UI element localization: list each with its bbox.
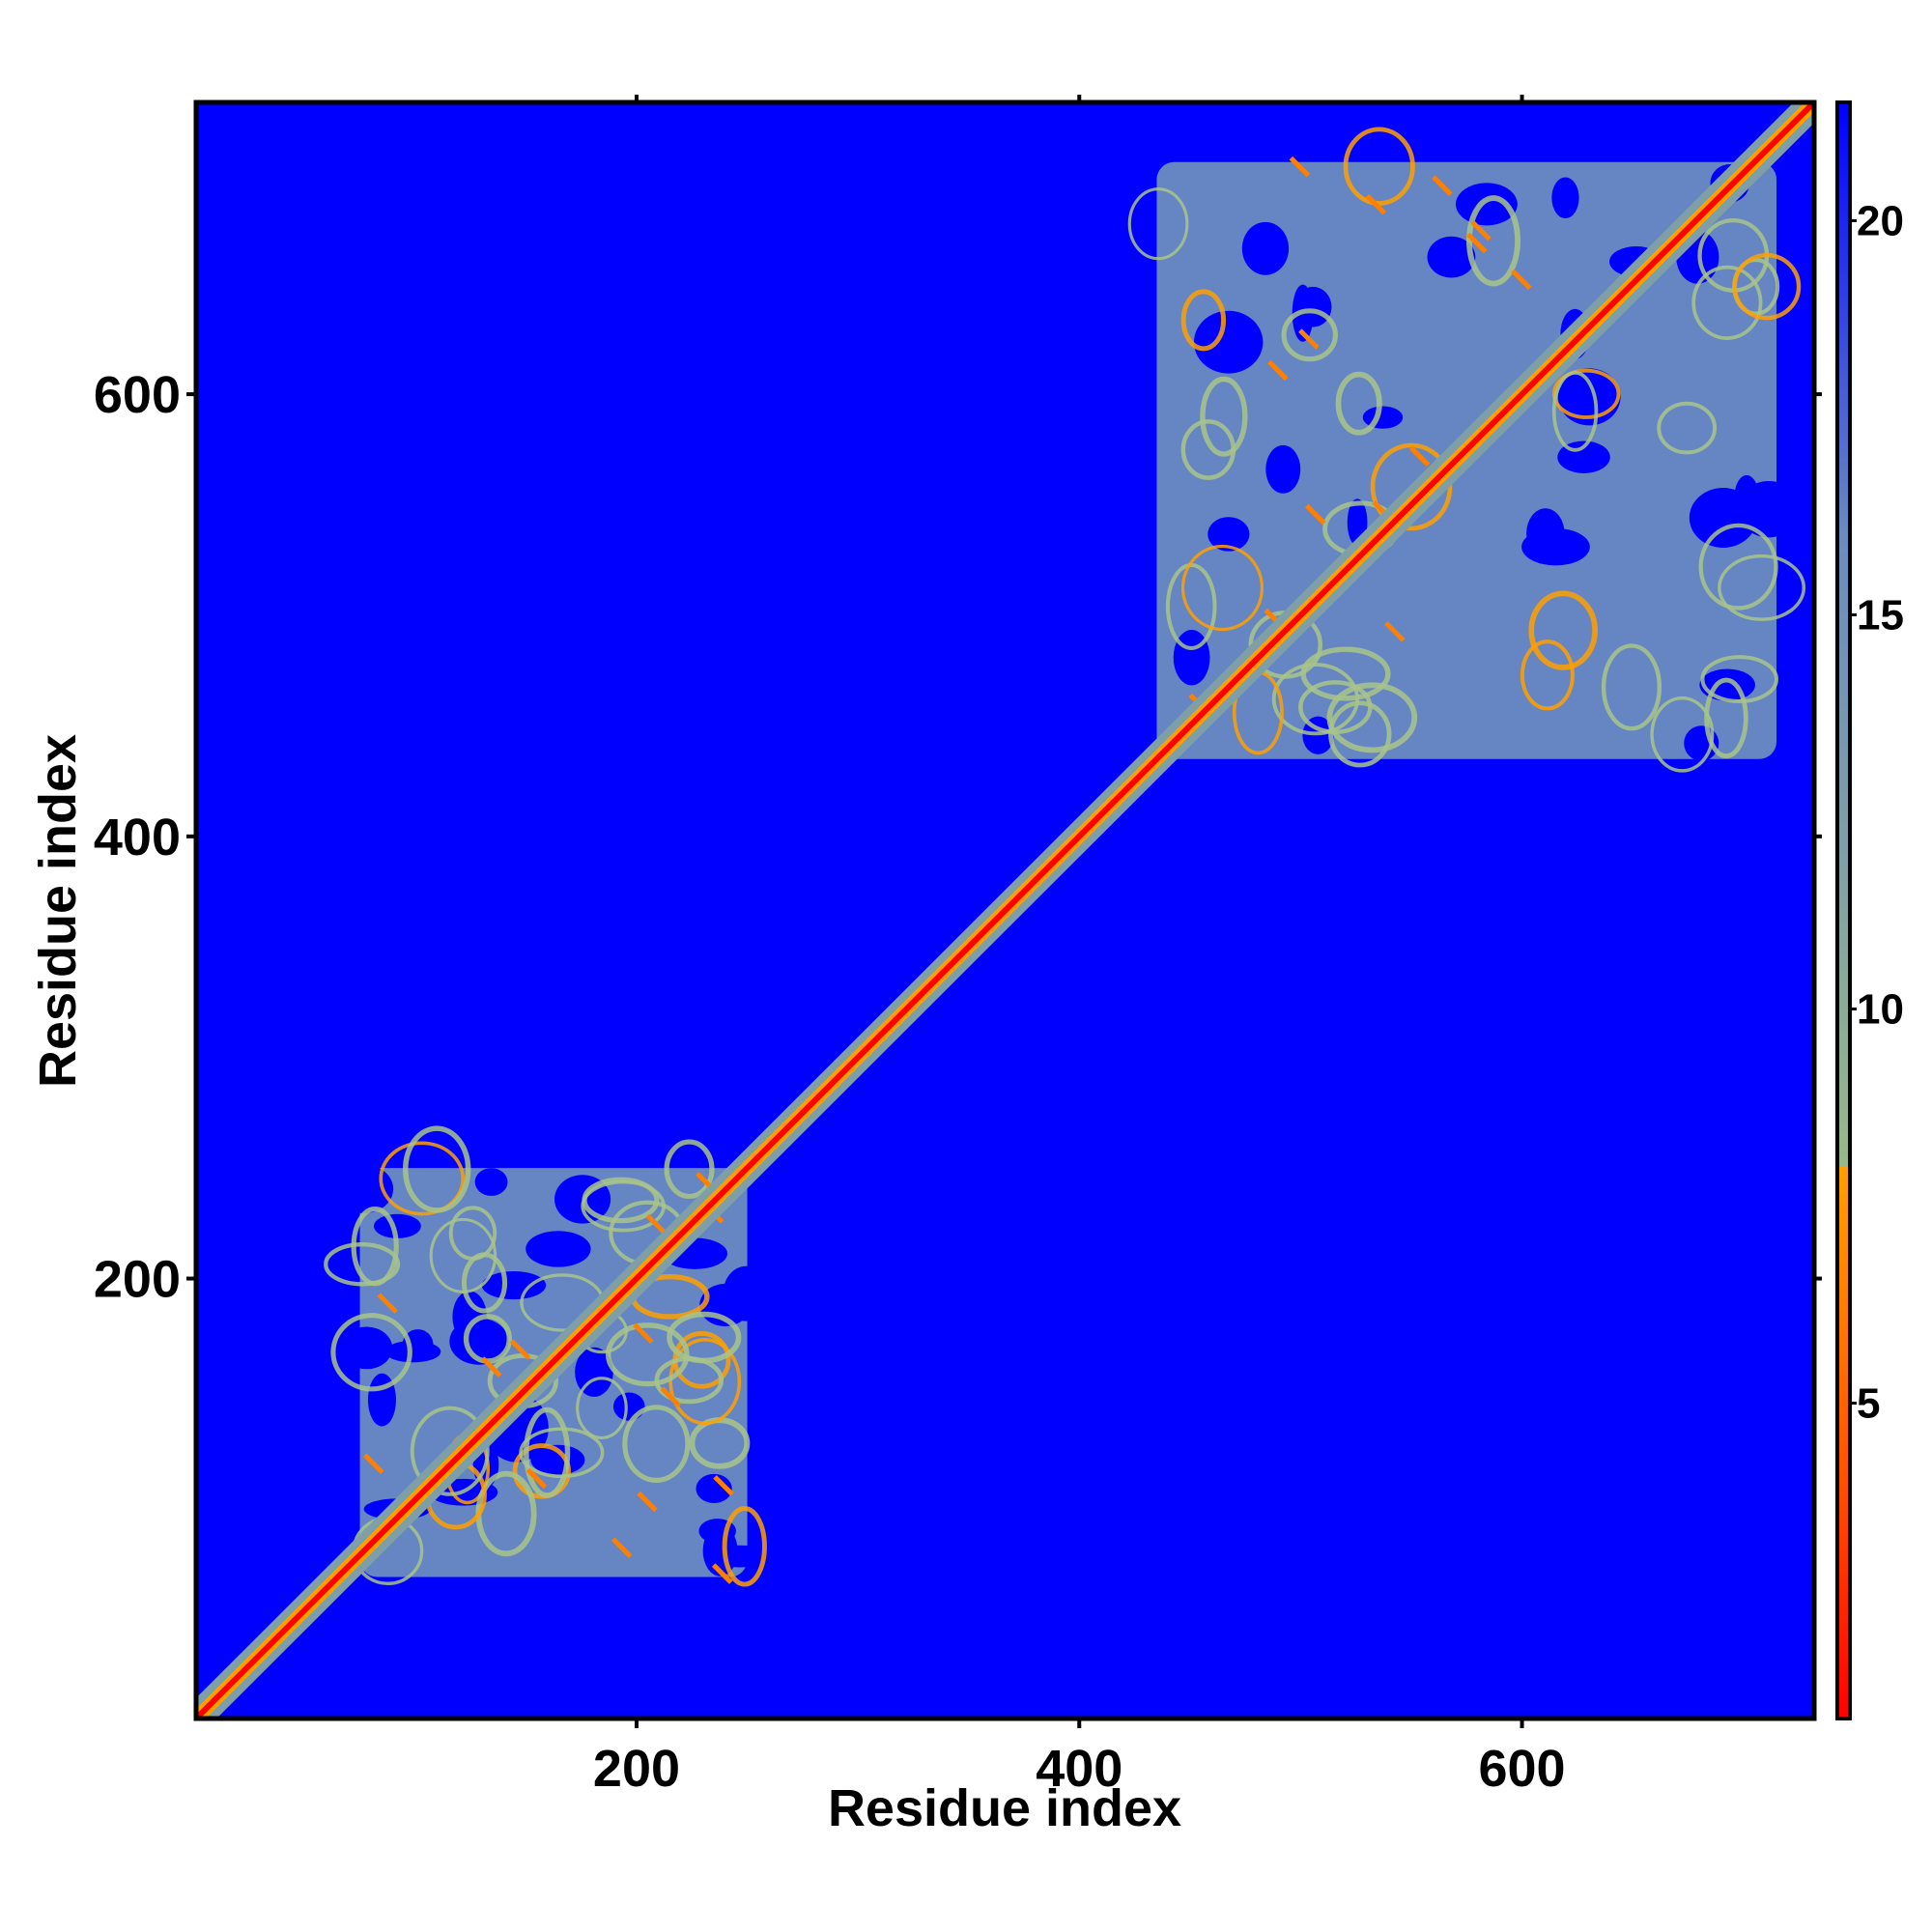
diagonal-band <box>196 102 1814 1719</box>
colorbar-tick-label: 10 <box>1857 986 1904 1034</box>
colorbar-tick-label: 20 <box>1857 197 1904 244</box>
plot-frame <box>193 99 1817 1721</box>
colorbar: 5 10 15 20 <box>1835 100 1904 1720</box>
x-tick-label: 400 <box>1036 1740 1122 1798</box>
diagonal-core <box>196 102 1814 1719</box>
x-axis-ticks: 200 400 600 <box>593 95 1566 1798</box>
y-tick-label: 600 <box>94 366 181 424</box>
heatmap-plot-area <box>196 102 1814 1719</box>
x-tick-label: 600 <box>1478 1740 1565 1798</box>
x-tick-label: 200 <box>593 1740 680 1798</box>
colorbar-ticks: 5 10 15 20 <box>1850 197 1904 1428</box>
y-tick-label: 400 <box>94 809 181 867</box>
colorbar-fill <box>1835 100 1852 1720</box>
colorbar-tick-label: 5 <box>1857 1380 1880 1428</box>
y-axis-title: Residue index <box>29 734 87 1088</box>
colorbar-tick-label: 15 <box>1857 591 1904 639</box>
x-axis-title: Residue index <box>828 1779 1181 1837</box>
y-tick-label: 200 <box>94 1251 181 1309</box>
y-axis-ticks: 200 400 600 <box>94 366 1822 1309</box>
